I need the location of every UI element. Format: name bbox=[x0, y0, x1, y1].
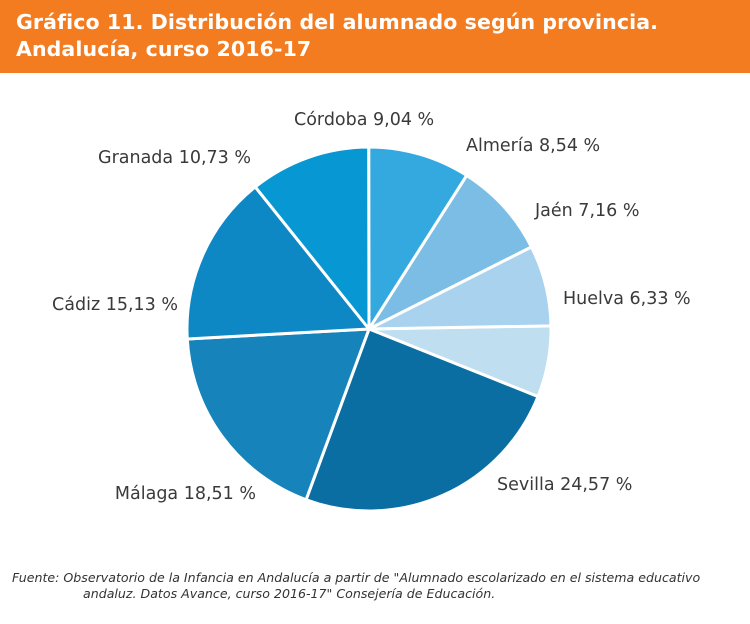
chart-title: Gráfico 11. Distribución del alumnado se… bbox=[16, 10, 659, 61]
slice-almeria bbox=[367, 173, 533, 331]
label-almeria: Almería 8,54 % bbox=[466, 136, 600, 156]
label-sevilla: Sevilla 24,57 % bbox=[497, 475, 632, 495]
slice-cadiz bbox=[185, 185, 371, 341]
source-line-2: andaluz. Datos Avance, curso 2016-17" Co… bbox=[83, 586, 496, 601]
slice-granada bbox=[253, 145, 371, 331]
label-huelva: Huelva 6,33 % bbox=[563, 289, 691, 309]
label-jaen: Jaén 7,16 % bbox=[534, 201, 639, 221]
source-line-1: Fuente: Observatorio de la Infancia en A… bbox=[12, 570, 701, 585]
label-malaga: Málaga 18,51 % bbox=[115, 484, 256, 504]
chart-header: Gráfico 11. Distribución del alumnado se… bbox=[0, 0, 750, 73]
label-granada: Granada 10,73 % bbox=[98, 148, 251, 168]
slice-malaga bbox=[185, 327, 371, 502]
label-cordoba: Córdoba 9,04 % bbox=[294, 110, 434, 130]
slice-jaen bbox=[367, 245, 553, 331]
pie-slices bbox=[185, 145, 553, 513]
slice-cordoba bbox=[367, 145, 469, 331]
source-note: Fuente: Observatorio de la Infancia en A… bbox=[12, 570, 742, 602]
pie-labels: Huelva 6,33 % Sevilla 24,57 % Málaga 18,51… bbox=[52, 110, 691, 504]
slice-sevilla bbox=[304, 327, 540, 513]
label-cadiz: Cádiz 15,13 % bbox=[52, 295, 178, 315]
